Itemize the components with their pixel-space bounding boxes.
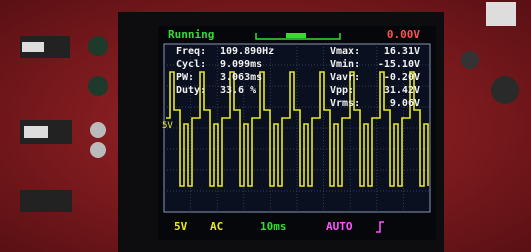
coupling: AC	[210, 220, 223, 233]
measure-value: -0.20V	[384, 72, 420, 83]
time-div: 10ms	[260, 220, 287, 233]
button	[461, 51, 479, 69]
button	[88, 76, 108, 96]
screw	[90, 122, 106, 138]
photo: Running 0.00V 5V Freq: 109.890Hz Cycl: 9.09…	[0, 0, 531, 252]
view-window	[286, 33, 306, 38]
measure-label: Freq:	[176, 46, 206, 57]
button	[88, 36, 108, 56]
page: Running 0.00V 5V Freq: 109.890Hz Cycl: 9.09…	[0, 0, 531, 252]
screw	[90, 142, 106, 158]
measure-value: 3.063ms	[220, 72, 262, 83]
measure-value: 9.06V	[390, 98, 420, 109]
switch	[20, 190, 72, 212]
status-state: Running	[168, 28, 214, 41]
button	[491, 76, 519, 104]
measure-label: PW:	[176, 72, 194, 83]
measure-label: Vrms:	[330, 98, 360, 109]
measure-value: 9.099ms	[220, 59, 262, 70]
trigger-level: 0.00V	[387, 28, 420, 41]
measure-value: 109.890Hz	[220, 46, 274, 57]
measure-label: Duty:	[176, 85, 206, 96]
measure-label: Vavr:	[330, 72, 360, 83]
measure-value: 31.42V	[384, 85, 420, 96]
switch-knob	[24, 126, 48, 138]
measure-label: Vmin:	[330, 58, 360, 70]
measure-value: 16.31V	[384, 46, 420, 57]
measure-label: Cycl:	[176, 59, 206, 70]
measure-label: Vmax:	[330, 46, 360, 57]
measure-value: 33.6 %	[220, 85, 256, 96]
channel-marker: 5V	[162, 121, 173, 131]
connector	[486, 2, 516, 26]
trigger-mode: AUTO	[326, 220, 353, 233]
switch-knob	[22, 42, 44, 52]
measure-label: Vpp:	[330, 85, 354, 96]
measure-value: -15.10V	[378, 59, 420, 70]
volts-div: 5V	[174, 220, 188, 233]
